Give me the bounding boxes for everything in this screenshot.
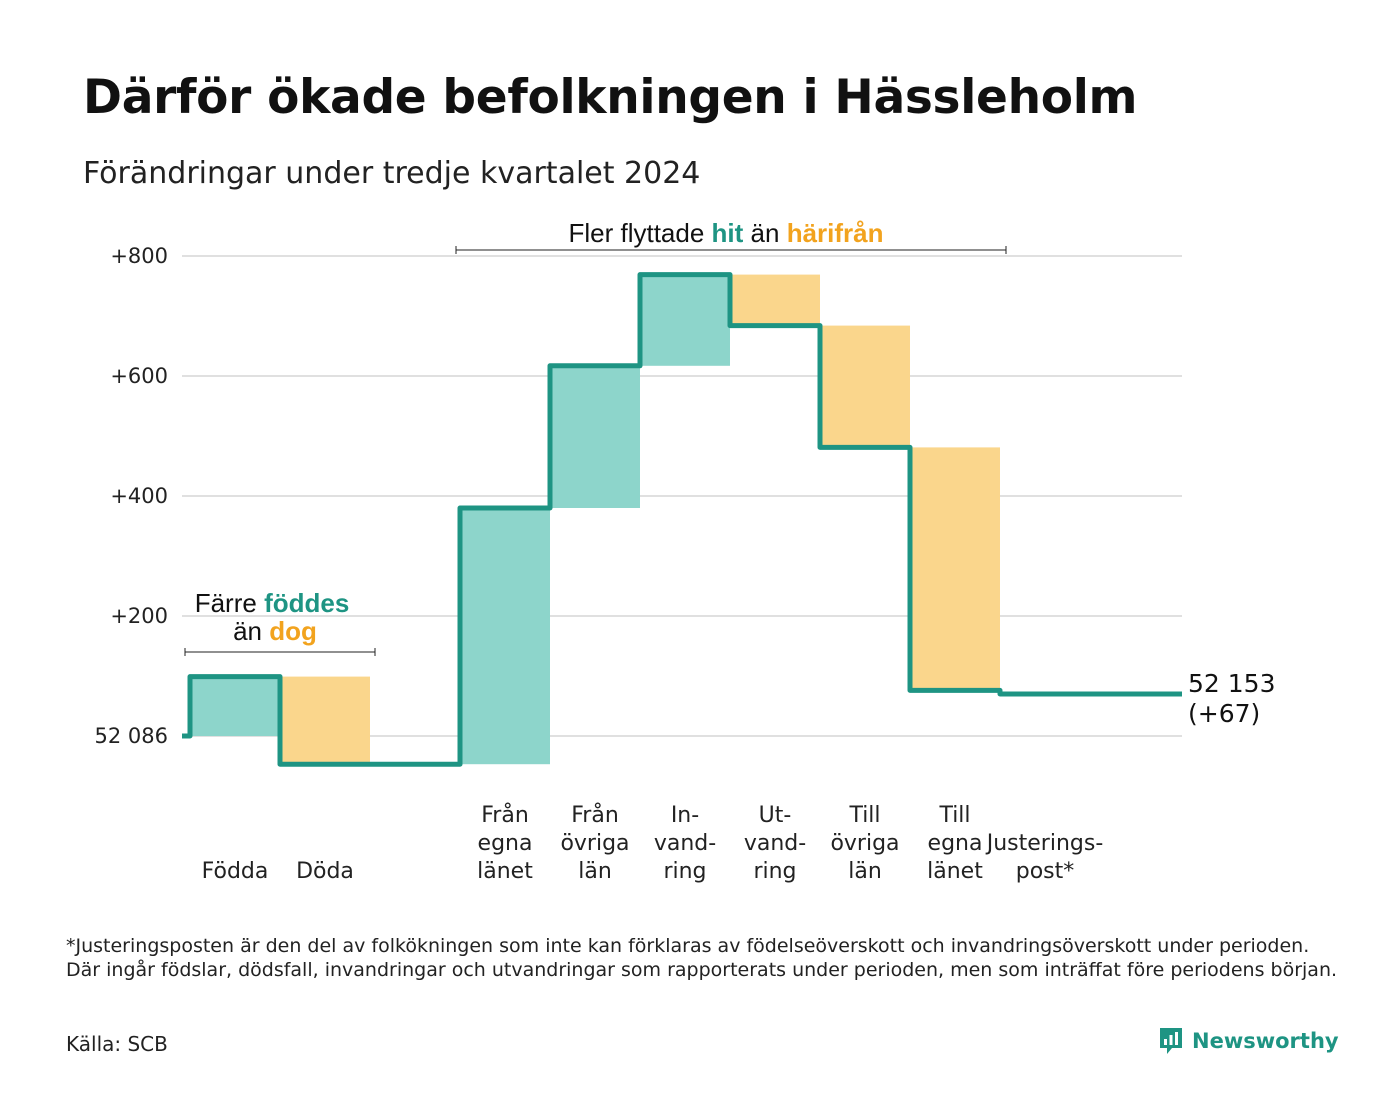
- category-label: Till: [848, 803, 880, 828]
- footnote: *Justeringsposten är den del av folkökni…: [66, 935, 1338, 981]
- cumulative-step-line: [182, 272, 1182, 767]
- category-label: In-: [671, 803, 699, 828]
- category-label: vand-: [744, 831, 806, 856]
- category-label: länet: [927, 859, 983, 884]
- bar: [550, 365, 640, 508]
- bars: [190, 274, 1000, 765]
- category-label: Födda: [202, 859, 269, 884]
- bar: [910, 447, 1000, 691]
- category-label: egna: [928, 831, 983, 856]
- bar: [640, 274, 730, 366]
- category-label: länet: [477, 859, 533, 884]
- end-change-label: (+67): [1188, 699, 1260, 728]
- brand-name: Newsworthy: [1192, 1029, 1339, 1053]
- cumulative-line: [182, 272, 1182, 767]
- category-label: övriga: [830, 831, 899, 856]
- bar: [730, 274, 820, 326]
- category-label: Ut-: [759, 803, 792, 828]
- y-tick-label: +600: [110, 364, 168, 388]
- end-value-label: 52 153: [1188, 669, 1275, 698]
- bar: [280, 676, 370, 765]
- source: Källa: SCB: [66, 1032, 168, 1056]
- brand: Newsworthy: [1158, 1026, 1339, 1056]
- annotation-line-2: än dog: [233, 616, 317, 646]
- category-label: övriga: [560, 831, 629, 856]
- bar: [190, 676, 280, 736]
- category-label: län: [578, 859, 612, 884]
- category-label: Döda: [296, 859, 354, 884]
- category-label: ring: [663, 859, 706, 884]
- annotation-line-1: Färre föddes: [195, 588, 350, 618]
- chart-title: Därför ökade befolkningen i Hässleholm: [83, 70, 1138, 125]
- category-label: egna: [478, 831, 533, 856]
- bar: [460, 508, 550, 765]
- chart-subtitle: Förändringar under tredje kvartalet 2024: [83, 156, 701, 191]
- category-label: ring: [753, 859, 796, 884]
- newsworthy-logo-icon: [1160, 1028, 1182, 1054]
- category-label: Från: [571, 802, 619, 828]
- y-tick-label: +800: [110, 244, 168, 268]
- category-label: post*: [1016, 859, 1075, 884]
- migration-annotation: Fler flyttade hit än härifrån: [455, 218, 1007, 254]
- migration-annotation-text: Fler flyttade hit än härifrån: [568, 218, 883, 248]
- category-label: län: [848, 859, 882, 884]
- category-label: vand-: [654, 831, 716, 856]
- category-label: Justerings-: [985, 831, 1104, 856]
- category-label: Till: [938, 803, 970, 828]
- category-labels: Födda Döda Från egna länet Från övriga län In-va…: [202, 802, 1104, 884]
- births-deaths-annotation: Färre föddes än dog: [184, 588, 376, 656]
- y-tick-label: +200: [110, 604, 168, 628]
- bar: [820, 325, 910, 448]
- y-axis-ticks: 52 086 +200 +400 +600 +800: [95, 244, 168, 748]
- category-label: Från: [481, 802, 529, 828]
- y-tick-label: +400: [110, 484, 168, 508]
- y-tick-label: 52 086: [95, 724, 168, 748]
